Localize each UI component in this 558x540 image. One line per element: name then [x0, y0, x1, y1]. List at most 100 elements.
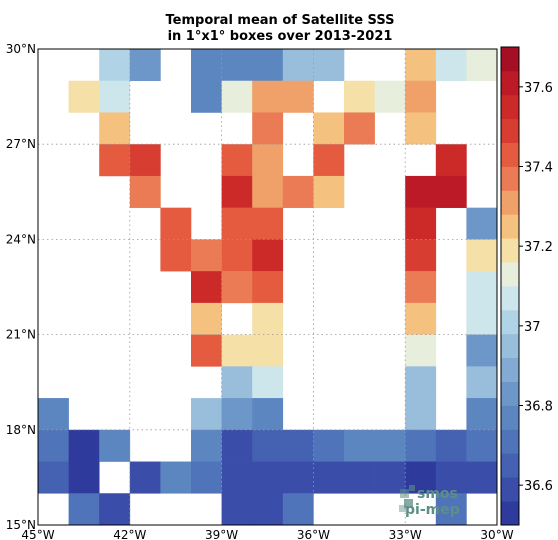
heatmap-cell — [221, 175, 253, 208]
heatmap-cell — [313, 144, 345, 177]
heatmap-cell — [252, 398, 284, 431]
heatmap-cell — [38, 429, 69, 462]
heatmap-cell — [282, 493, 314, 526]
heatmap-cell — [282, 49, 314, 82]
heatmap-cell — [160, 207, 192, 240]
heatmap-cell — [435, 429, 467, 462]
heatmap-cell — [99, 112, 131, 145]
heatmap-cell — [191, 239, 222, 272]
heatmap-cell — [405, 80, 437, 113]
heatmap-cell — [191, 334, 222, 367]
heatmap-cell — [129, 49, 161, 82]
heatmap-cell — [282, 175, 314, 208]
heatmap-cell — [68, 80, 100, 113]
colorbar-segment — [501, 118, 519, 143]
heatmap-cell — [405, 175, 437, 208]
heatmap-cell — [313, 112, 345, 145]
heatmap-cell — [252, 144, 284, 177]
heatmap-cell — [435, 493, 467, 526]
heatmap-cell — [405, 302, 437, 335]
heatmap-cell — [68, 429, 100, 462]
colorbar-ticks: 36.6 36.8 37 37.2 37.4 37.6 — [519, 81, 553, 494]
heatmap-cell — [191, 429, 222, 462]
heatmap-cell — [221, 49, 253, 82]
heatmap-cell — [160, 239, 192, 272]
heatmap-cell — [374, 461, 406, 494]
colorbar-segment — [501, 429, 519, 454]
heatmap-cell — [374, 429, 406, 462]
plot-frame — [37, 48, 498, 526]
heatmap-cell — [252, 302, 284, 335]
heatmap-cell — [252, 239, 284, 272]
colorbar-segment — [501, 94, 519, 120]
heatmap-cell — [221, 398, 253, 431]
heatmap-cell — [466, 271, 498, 304]
y-tick-label: 30°N — [6, 42, 36, 56]
heatmap-cell — [344, 461, 375, 494]
heatmap-cell — [466, 398, 498, 431]
chart-title-line1: Temporal mean of Satellite SSS — [166, 13, 395, 28]
colorbar-segment — [501, 453, 519, 478]
heatmap-cell — [405, 429, 437, 462]
heatmap-cell — [221, 239, 253, 272]
heatmap-cell — [313, 429, 345, 462]
heatmap-cell — [191, 49, 222, 82]
heatmap-cell — [466, 239, 498, 272]
heatmap-cell — [221, 207, 253, 240]
heatmap-cell — [221, 461, 253, 494]
heatmap-cell — [191, 398, 222, 431]
heatmap-cell — [221, 493, 253, 526]
heatmap-cell — [252, 461, 284, 494]
heatmap-cell — [221, 144, 253, 177]
heatmap-cell — [405, 334, 437, 367]
colorbar-segment — [501, 190, 519, 215]
heatmap-cell — [68, 493, 100, 526]
colorbar-segment — [501, 333, 519, 359]
heatmap-cell — [405, 112, 437, 145]
colorbar-segment — [501, 166, 519, 191]
heatmap-cell — [129, 144, 161, 177]
heatmap-cell — [38, 398, 69, 431]
heatmap-cell — [221, 334, 253, 367]
y-tick-label: 24°N — [6, 232, 36, 246]
logo-line2: pi-mep — [405, 502, 460, 518]
colorbar-tick-label: 37.2 — [524, 240, 553, 255]
heatmap-cell — [466, 49, 498, 82]
heatmap-cell — [129, 175, 161, 208]
logo-line1: smos — [417, 486, 458, 502]
heatmap-cell — [191, 80, 222, 113]
heatmap-cells — [38, 49, 498, 526]
heatmap-cell — [344, 429, 375, 462]
heatmap-cell — [191, 302, 222, 335]
heatmap-cell — [466, 302, 498, 335]
heatmap-cell — [221, 429, 253, 462]
heatmap-cell — [99, 144, 131, 177]
heatmap-cell — [405, 49, 437, 82]
heatmap-cell — [344, 112, 375, 145]
colorbar-segment — [501, 381, 519, 406]
heatmap-cell — [38, 461, 69, 494]
x-tick-label: 39°W — [205, 528, 238, 540]
colorbar-tick-label: 37.4 — [524, 161, 553, 176]
colorbar: 36.6 36.8 37 37.2 37.4 37.6 — [500, 46, 553, 526]
heatmap-cell — [405, 271, 437, 304]
heatmap-cell — [466, 461, 498, 494]
heatmap-cell — [99, 493, 131, 526]
y-tick-label: 15°N — [6, 518, 36, 532]
smos-pi-mep-logo: smos pi-mep — [399, 485, 460, 518]
heatmap-cell — [252, 112, 284, 145]
colorbar-tick-label: 37 — [524, 320, 541, 335]
colorbar-segment — [501, 214, 519, 239]
colorbar-segment — [501, 309, 519, 335]
heatmap-cell — [252, 80, 284, 113]
heatmap-cell — [99, 429, 131, 462]
heatmap-cell — [99, 49, 131, 82]
x-tick-label: 36°W — [297, 528, 330, 540]
plot-area — [37, 48, 498, 526]
heatmap-cell — [466, 429, 498, 462]
heatmap-cell — [282, 80, 314, 113]
heatmap-cell — [68, 461, 100, 494]
heatmap-cell — [129, 461, 161, 494]
heatmap-cell — [221, 271, 253, 304]
